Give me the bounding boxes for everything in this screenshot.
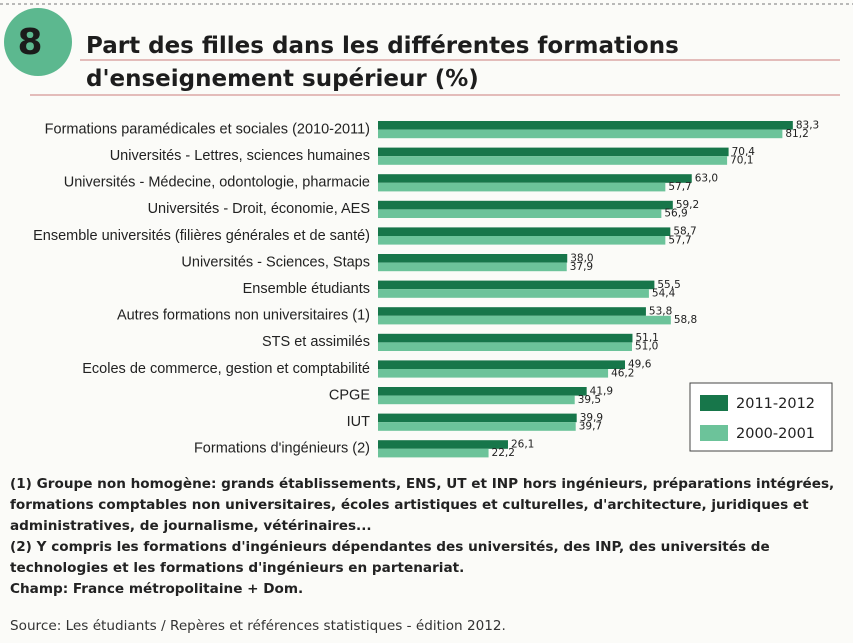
value-label: 63,0 [695, 173, 718, 185]
bar [378, 200, 673, 210]
category-label: Autres formations non universitaires (1) [117, 308, 370, 324]
bar [378, 262, 567, 272]
value-label: 22,2 [492, 447, 515, 459]
bar [378, 280, 655, 290]
category-label: Ensemble universités (filières générales… [33, 228, 370, 244]
badge [4, 8, 72, 76]
value-label: 26,1 [511, 439, 534, 451]
bar [378, 448, 489, 458]
value-label: 70,4 [732, 146, 756, 158]
legend-label: 2011-2012 [736, 396, 815, 412]
value-label: 54,4 [652, 288, 676, 300]
bar [378, 395, 575, 405]
value-label: 41,9 [590, 385, 613, 397]
value-label: 39,5 [578, 394, 601, 406]
value-label: 46,2 [611, 367, 634, 379]
value-label: 57,7 [668, 234, 691, 246]
bar [378, 360, 626, 369]
value-label: 81,2 [785, 128, 808, 140]
bar [378, 413, 577, 423]
bar [378, 307, 646, 316]
value-label: 58,7 [673, 226, 696, 238]
value-label: 38,0 [570, 252, 593, 264]
category-label: CPGE [329, 387, 370, 403]
category-label: Universités - Sciences, Staps [181, 254, 370, 270]
source: Source: Les étudiants / Repères et référ… [10, 618, 506, 634]
value-label: 70,1 [730, 155, 753, 167]
category-label: STS et assimilés [262, 334, 370, 350]
bar [378, 129, 783, 139]
value-label: 49,6 [628, 359, 652, 371]
category-label: Ecoles de commerce, gestion et comptabil… [82, 361, 370, 377]
value-label: 55,5 [657, 279, 680, 291]
note: Champ: France métropolitaine + Dom. [10, 581, 304, 597]
category-label: IUT [347, 414, 371, 430]
figure-number: 8 [17, 22, 42, 63]
bar [378, 209, 662, 218]
category-label: Formations d'ingénieurs (2) [194, 441, 370, 457]
note: (1) Groupe non homogène: grands établiss… [10, 476, 835, 534]
category-label: Formations paramédicales et sociales (20… [45, 121, 370, 137]
bar [378, 333, 633, 343]
bar [378, 342, 632, 351]
category-label: Universités - Médecine, odontologie, pha… [64, 175, 370, 191]
value-label: 51,1 [635, 332, 658, 344]
value-label: 39,7 [579, 421, 602, 433]
legend: 2011-2012 2000-2001 [689, 382, 833, 452]
bar [378, 369, 609, 378]
legend-swatch [700, 395, 728, 411]
value-label: 57,7 [668, 181, 691, 193]
value-label: 59,2 [676, 199, 699, 211]
bar [378, 289, 649, 298]
value-label: 39,9 [580, 412, 603, 424]
chart-title: Part des filles dans les différentes for… [86, 33, 679, 92]
bar [378, 174, 692, 183]
value-label: 83,3 [796, 119, 819, 131]
bar [378, 121, 793, 130]
value-label: 53,8 [649, 306, 672, 318]
bar [378, 422, 576, 431]
bar [378, 182, 666, 192]
bar [378, 156, 728, 165]
value-label: 56,9 [664, 208, 687, 220]
bar [378, 236, 666, 245]
legend-label: 2000-2001 [736, 426, 815, 442]
category-label: Universités - Lettres, sciences humaines [110, 148, 370, 164]
value-label: 37,9 [570, 261, 593, 273]
value-label: 58,8 [674, 314, 697, 326]
bar [378, 315, 671, 325]
bar [378, 387, 587, 396]
notes: (1) Groupe non homogène: grands établiss… [10, 474, 845, 600]
bar [378, 254, 568, 263]
note: (2) Y compris les formations d'ingénieur… [10, 539, 770, 576]
category-label: Universités - Droit, économie, AES [148, 201, 370, 217]
bar [378, 147, 729, 157]
bar [378, 227, 671, 236]
value-label: 51,0 [635, 341, 658, 353]
category-label: Ensemble étudiants [243, 281, 370, 297]
bar [378, 440, 508, 449]
legend-swatch [700, 425, 728, 441]
chart: 8 2011-2012 2000-2001 Formations paramédi… [0, 3, 853, 459]
